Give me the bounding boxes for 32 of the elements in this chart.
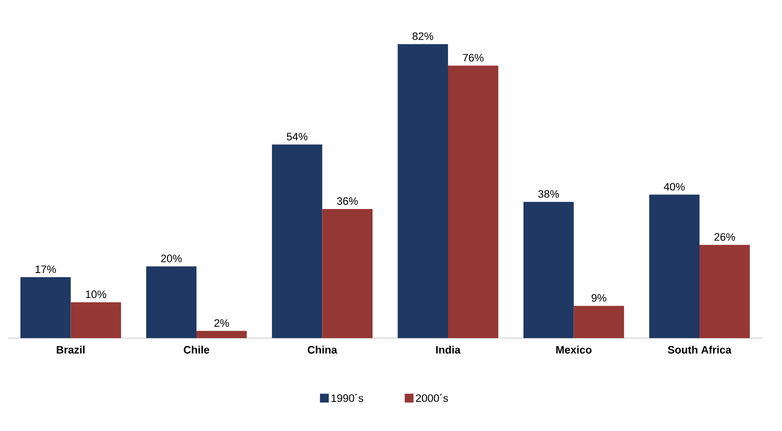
bar (398, 44, 448, 338)
data-label: 10% (86, 290, 106, 298)
data-label: 82% (412, 32, 434, 40)
x-tick-label: China (308, 346, 338, 354)
bar (448, 66, 498, 338)
bar (70, 302, 122, 338)
bar (20, 277, 71, 338)
bar (574, 306, 624, 338)
data-label: 17% (36, 265, 56, 273)
data-label: 40% (664, 182, 685, 190)
data-label: 38% (538, 190, 559, 198)
x-tick-label: South Africa (668, 346, 732, 354)
bar (700, 244, 750, 338)
x-tick-label: Mexico (556, 346, 592, 354)
x-tick-label: Brazil (56, 346, 85, 354)
data-label: 76% (462, 54, 484, 62)
bar (272, 144, 322, 338)
x-tick-label: India (436, 346, 461, 354)
data-label: 54% (286, 132, 308, 140)
bar (196, 330, 247, 338)
bar (322, 208, 373, 338)
data-label: 36% (337, 197, 358, 205)
data-label: 2% (214, 319, 229, 327)
legend-label: 2000´s (416, 394, 448, 402)
bar (146, 266, 196, 338)
legend-label: 1990´s (332, 394, 364, 402)
data-label: 20% (161, 254, 182, 262)
bar (523, 202, 574, 338)
data-label: 9% (592, 294, 606, 302)
bar (649, 194, 700, 338)
x-tick-label: Chile (184, 346, 210, 354)
data-label: 26% (714, 233, 736, 241)
